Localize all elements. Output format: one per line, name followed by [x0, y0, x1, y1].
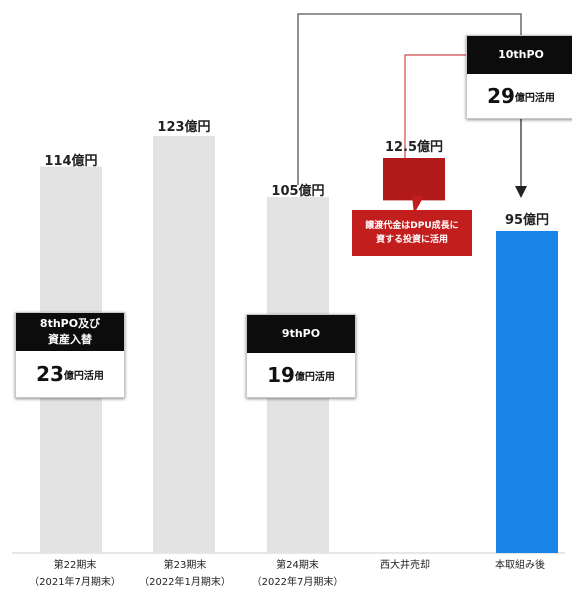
- callout-9thpo: 9thPO 19 億円活用: [246, 314, 356, 398]
- sale-proceeds-note: 譲渡代金はDPU成長に 資する投資に活用: [352, 210, 472, 256]
- callout-10thpo-body: 29 億円活用: [467, 74, 572, 118]
- x-label-3-line1: 西大井売却: [380, 560, 430, 571]
- value-label-3: 12.5億円: [384, 140, 444, 155]
- x-label-2-line2: （2022年7月期末）: [251, 577, 344, 588]
- callout-8thpo-amount: 23: [36, 362, 64, 386]
- x-label-4-line1: 本取組み後: [495, 560, 545, 571]
- bar-3: [383, 158, 445, 201]
- x-label-0-line1: 第22期末: [53, 560, 97, 571]
- value-label-1: 123億円: [157, 120, 211, 135]
- x-label-1: 第23期末 （2022年1月期末）: [130, 557, 240, 591]
- callout-8thpo-unit: 億円活用: [63, 370, 104, 382]
- x-label-2: 第24期末 （2022年7月期末）: [240, 557, 355, 591]
- value-label-2: 105億円: [271, 184, 325, 199]
- connector-sale: [404, 54, 466, 158]
- note-pointer: [412, 196, 424, 214]
- callout-10thpo-unit: 億円活用: [514, 92, 555, 104]
- bar-1: [153, 136, 215, 553]
- callout-10thpo-head: 10thPO: [467, 36, 572, 74]
- x-label-4: 本取組み後: [470, 557, 570, 574]
- callout-8thpo: 8thPO及び 資産入替 23 億円活用: [15, 312, 125, 398]
- arrow-head-final: [515, 186, 527, 198]
- x-label-2-line1: 第24期末: [276, 560, 319, 571]
- callout-10thpo-amount: 29: [487, 84, 515, 108]
- value-label-4: 95億円: [504, 213, 550, 228]
- connector-10thpo: [297, 13, 522, 185]
- bar-4: [496, 230, 558, 553]
- x-label-1-line1: 第23期末: [163, 560, 207, 571]
- callout-9thpo-unit: 億円活用: [294, 371, 335, 383]
- x-label-0-line2: （2021年7月期末）: [29, 577, 121, 588]
- callout-9thpo-head: 9thPO: [247, 315, 355, 353]
- x-label-3: 西大井売却: [355, 557, 455, 574]
- callout-9thpo-body: 19 億円活用: [247, 353, 355, 397]
- x-label-1-line2: （2022年1月期末）: [139, 577, 231, 588]
- x-label-0: 第22期末 （2021年7月期末）: [20, 557, 130, 591]
- callout-8thpo-head: 8thPO及び 資産入替: [16, 313, 124, 351]
- value-label-0: 114億円: [44, 154, 98, 169]
- callout-10thpo: 10thPO 29 億円活用: [466, 35, 572, 119]
- callout-8thpo-body: 23 億円活用: [16, 351, 124, 397]
- callout-9thpo-amount: 19: [267, 363, 295, 387]
